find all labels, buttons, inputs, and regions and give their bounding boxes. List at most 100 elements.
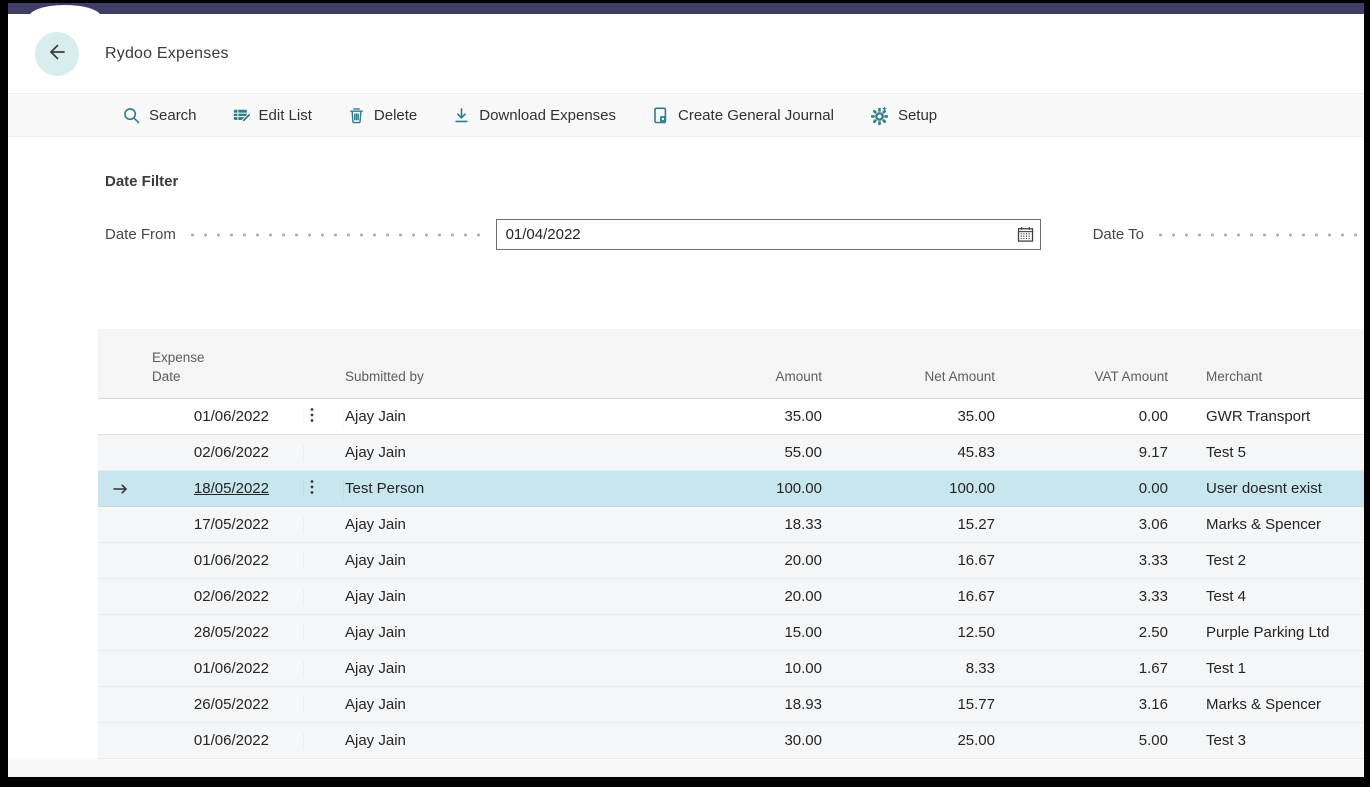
table-row[interactable]: 01/06/2022 Ajay Jain 10.00 8.33 1.67 Test 1 bbox=[98, 651, 1364, 687]
search-button[interactable]: Search bbox=[123, 107, 197, 124]
column-header-expense-date[interactable]: Expense Date bbox=[152, 349, 205, 385]
edit-list-button[interactable]: Edit List bbox=[233, 107, 312, 124]
cell-vat-amount[interactable]: 5.00 bbox=[1138, 732, 1168, 749]
cell-submitted-by[interactable]: Ajay Jain bbox=[345, 624, 406, 641]
cell-expense-date[interactable]: 02/06/2022 bbox=[144, 588, 304, 605]
column-header-merchant[interactable]: Merchant bbox=[1206, 369, 1263, 385]
cell-submitted-by[interactable]: Ajay Jain bbox=[345, 444, 406, 461]
cell-vat-amount[interactable]: 1.67 bbox=[1138, 660, 1168, 677]
edit-list-icon bbox=[233, 107, 250, 124]
cell-expense-date[interactable]: 01/06/2022 bbox=[144, 660, 304, 677]
cell-amount[interactable]: 30.00 bbox=[784, 732, 822, 749]
cell-amount[interactable]: 10.00 bbox=[784, 660, 822, 677]
table-row[interactable]: 01/06/2022 Ajay Jain 30.00 25.00 5.00 Test 3 bbox=[98, 723, 1364, 759]
cell-amount[interactable]: 100.00 bbox=[776, 480, 822, 497]
date-from-input[interactable] bbox=[495, 219, 1041, 250]
cell-amount[interactable]: 20.00 bbox=[784, 552, 822, 569]
cell-vat-amount[interactable]: 9.17 bbox=[1138, 444, 1168, 461]
table-row[interactable]: 02/06/2022 Ajay Jain 55.00 45.83 9.17 Test 5 bbox=[98, 435, 1364, 471]
cell-merchant[interactable]: Test 5 bbox=[1206, 444, 1247, 461]
cell-net-amount[interactable]: 25.00 bbox=[957, 732, 995, 749]
cell-vat-amount[interactable]: 3.06 bbox=[1138, 516, 1168, 533]
cell-amount[interactable]: 55.00 bbox=[784, 444, 822, 461]
cell-vat-amount[interactable]: 2.50 bbox=[1138, 624, 1168, 641]
cell-vat-amount[interactable]: 0.00 bbox=[1138, 408, 1168, 425]
cell-merchant[interactable]: GWR Transport bbox=[1206, 408, 1311, 425]
cell-expense-date[interactable]: 17/05/2022 bbox=[144, 516, 304, 533]
cell-submitted-by[interactable]: Ajay Jain bbox=[345, 660, 406, 677]
delete-label: Delete bbox=[373, 106, 418, 124]
table-row[interactable]: 17/05/2022 Ajay Jain 18.33 15.27 3.06 Marks &… bbox=[98, 507, 1364, 543]
table-row[interactable]: 26/05/2022 Ajay Jain 18.93 15.77 3.16 Marks &… bbox=[98, 687, 1364, 723]
cell-merchant[interactable]: Test 3 bbox=[1206, 732, 1247, 749]
table-row[interactable]: 02/06/2022 Ajay Jain 20.00 16.67 3.33 Test 4 bbox=[98, 579, 1364, 615]
cell-merchant[interactable]: Marks & Spencer bbox=[1206, 696, 1322, 713]
setup-button[interactable]: Setup bbox=[870, 105, 937, 125]
cell-net-amount[interactable]: 8.33 bbox=[965, 660, 995, 677]
cell-vat-amount[interactable]: 3.33 bbox=[1138, 588, 1168, 605]
cell-vat-amount[interactable]: 3.16 bbox=[1138, 696, 1168, 713]
cell-merchant[interactable]: Test 1 bbox=[1206, 660, 1247, 677]
cell-expense-date[interactable]: 01/06/2022 bbox=[144, 552, 304, 569]
table-row[interactable]: 01/06/2022 Ajay Jain 35.00 35.00 0.00 GWR Tra… bbox=[98, 399, 1364, 435]
journal-icon bbox=[652, 106, 669, 124]
date-filter-heading: Date Filter bbox=[105, 173, 179, 190]
cell-vat-amount[interactable]: 0.00 bbox=[1138, 480, 1168, 497]
cell-amount[interactable]: 35.00 bbox=[784, 408, 822, 425]
table-row[interactable]: 01/06/2022 Ajay Jain 20.00 16.67 3.33 Test 2 bbox=[98, 543, 1364, 579]
column-header-submitted-by[interactable]: Submitted by bbox=[345, 369, 424, 385]
cell-submitted-by[interactable]: Ajay Jain bbox=[345, 588, 406, 605]
column-header-net-amount[interactable]: Net Amount bbox=[924, 369, 995, 385]
page-title: Rydoo Expenses bbox=[105, 45, 229, 62]
cell-merchant[interactable]: Purple Parking Ltd bbox=[1206, 624, 1330, 641]
cell-net-amount[interactable]: 45.83 bbox=[957, 444, 995, 461]
cell-expense-date[interactable]: 26/05/2022 bbox=[144, 696, 304, 713]
cell-amount[interactable]: 18.33 bbox=[784, 516, 822, 533]
cell-net-amount[interactable]: 100.00 bbox=[949, 480, 995, 497]
column-header-vat-amount[interactable]: VAT Amount bbox=[1094, 369, 1168, 385]
cell-submitted-by[interactable]: Ajay Jain bbox=[345, 696, 406, 713]
cell-merchant[interactable]: User doesnt exist bbox=[1206, 480, 1322, 497]
setup-gear-icon bbox=[870, 105, 889, 125]
back-button[interactable] bbox=[35, 32, 79, 76]
search-icon bbox=[123, 107, 140, 124]
cell-expense-date[interactable]: 18/05/2022 bbox=[144, 480, 304, 497]
cell-net-amount[interactable]: 16.67 bbox=[957, 588, 995, 605]
cell-net-amount[interactable]: 15.77 bbox=[957, 696, 995, 713]
download-expenses-button[interactable]: Download Expenses bbox=[453, 107, 616, 124]
calendar-icon[interactable] bbox=[1017, 226, 1034, 248]
cell-submitted-by[interactable]: Ajay Jain bbox=[345, 552, 406, 569]
cell-expense-date[interactable]: 01/06/2022 bbox=[144, 732, 304, 749]
cell-expense-date[interactable]: 28/05/2022 bbox=[144, 624, 304, 641]
cell-net-amount[interactable]: 12.50 bbox=[957, 624, 995, 641]
table-row[interactable]: 28/05/2022 Ajay Jain 15.00 12.50 2.50 Purple … bbox=[98, 615, 1364, 651]
cell-net-amount[interactable]: 15.27 bbox=[957, 516, 995, 533]
cell-merchant[interactable]: Marks & Spencer bbox=[1206, 516, 1322, 533]
row-menu-icon[interactable] bbox=[304, 479, 344, 499]
column-header-amount[interactable]: Amount bbox=[775, 369, 822, 385]
cell-submitted-by[interactable]: Test Person bbox=[345, 480, 425, 497]
search-label: Search bbox=[149, 106, 197, 124]
cell-amount[interactable]: 20.00 bbox=[784, 588, 822, 605]
cell-net-amount[interactable]: 35.00 bbox=[957, 408, 995, 425]
delete-button[interactable]: Delete bbox=[348, 107, 417, 124]
cell-merchant[interactable]: Test 4 bbox=[1206, 588, 1247, 605]
cell-amount[interactable]: 18.93 bbox=[784, 696, 822, 713]
date-filter-section: Date Filter Date From bbox=[8, 137, 1364, 250]
cell-merchant[interactable]: Test 2 bbox=[1206, 552, 1247, 569]
create-general-journal-button[interactable]: Create General Journal bbox=[652, 107, 834, 124]
row-menu-icon[interactable] bbox=[304, 407, 344, 427]
arrow-left-icon bbox=[45, 40, 69, 69]
cell-amount[interactable]: 15.00 bbox=[784, 624, 822, 641]
cell-submitted-by[interactable]: Ajay Jain bbox=[345, 732, 406, 749]
action-toolbar: Search Edit List bbox=[8, 93, 1364, 137]
cell-submitted-by[interactable]: Ajay Jain bbox=[345, 516, 406, 533]
cell-submitted-by[interactable]: Ajay Jain bbox=[345, 408, 406, 425]
cell-expense-date[interactable]: 01/06/2022 bbox=[144, 408, 304, 425]
cell-net-amount[interactable]: 16.67 bbox=[957, 552, 995, 569]
top-bar-notch bbox=[29, 5, 101, 29]
row-selection-arrow-icon bbox=[98, 481, 144, 497]
cell-expense-date[interactable]: 02/06/2022 bbox=[144, 444, 304, 461]
cell-vat-amount[interactable]: 3.33 bbox=[1138, 552, 1168, 569]
table-row[interactable]: 18/05/2022 Test Person 100.00 100.00 0.00 Use… bbox=[98, 471, 1364, 507]
